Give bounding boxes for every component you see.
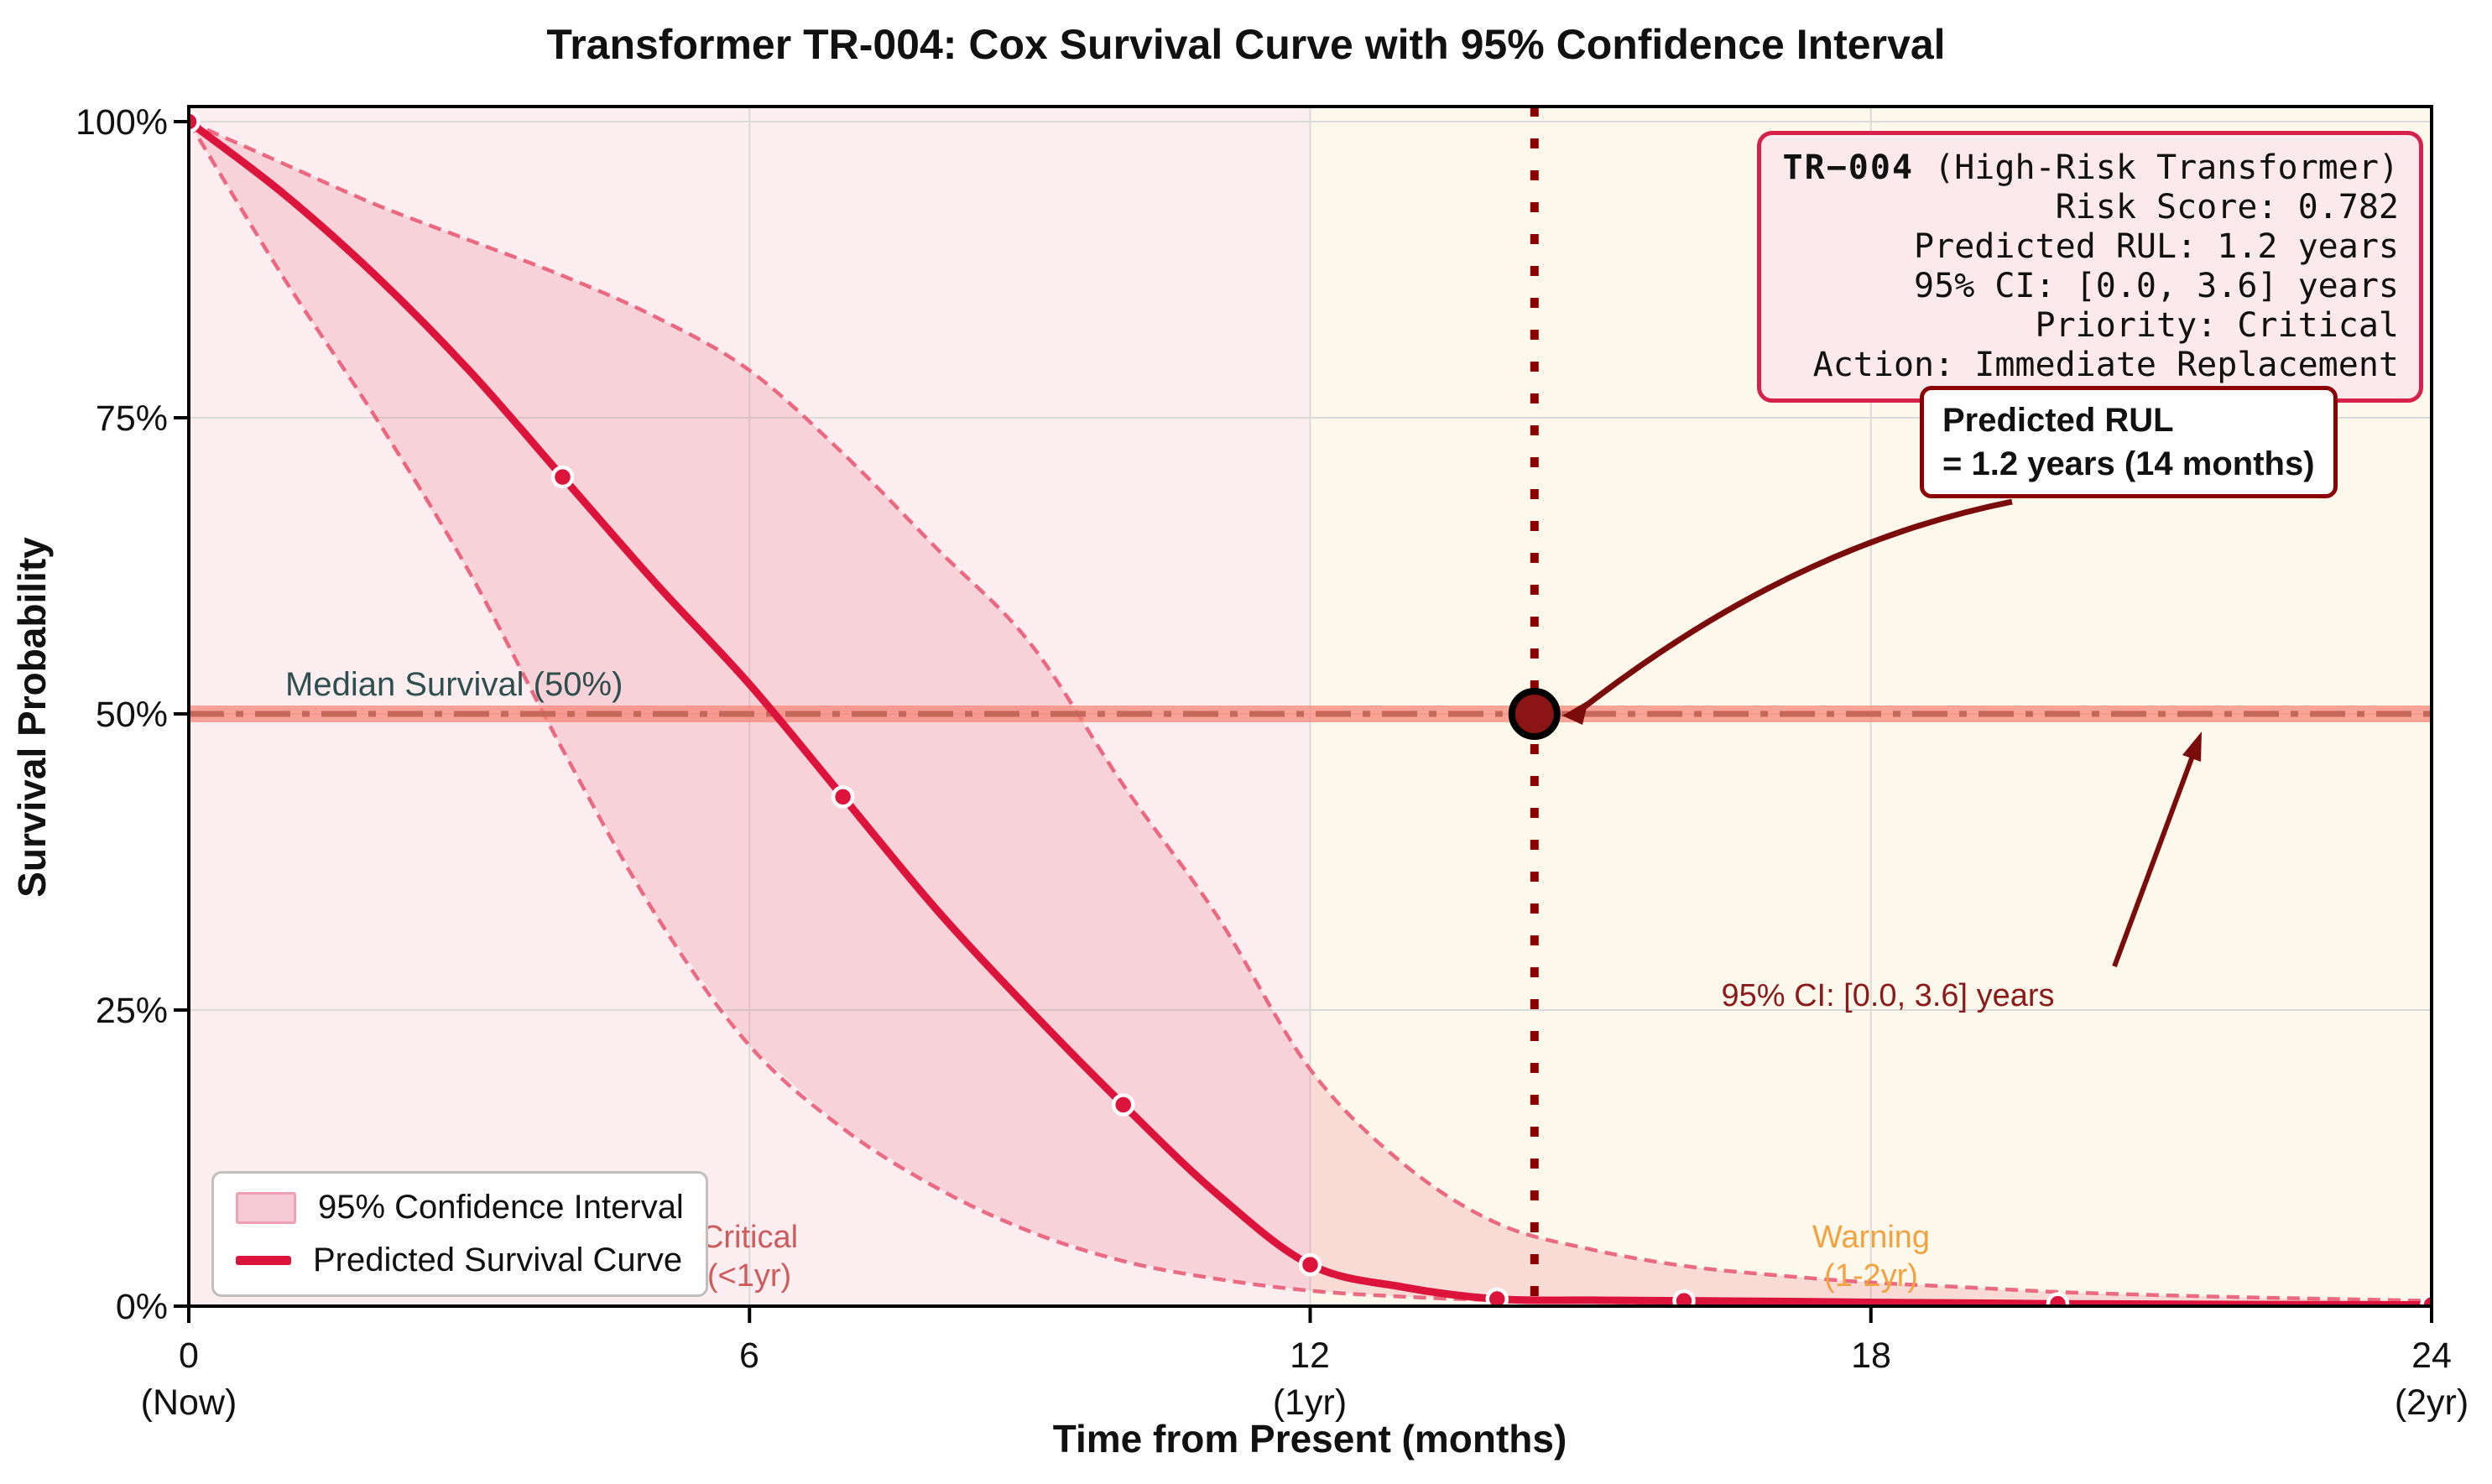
ci-annotation-arrow bbox=[2112, 750, 2197, 968]
info-box-title: TR−004 (High-Risk Transformer) bbox=[1781, 148, 2399, 188]
axes-spines bbox=[174, 105, 2433, 1323]
y-tick-0: 0% bbox=[115, 1287, 168, 1327]
legend-curve-label: Predicted Survival Curve bbox=[313, 1242, 683, 1278]
ci-band-swatch bbox=[236, 1191, 296, 1224]
x-tick-6: 6 bbox=[649, 1332, 850, 1379]
ci-band bbox=[189, 122, 2432, 1306]
critical-zone-label-line1: Critical bbox=[700, 1220, 799, 1255]
survival-curve-swatch bbox=[236, 1256, 291, 1265]
curve-markers bbox=[189, 110, 2432, 1306]
curve-marker bbox=[2046, 1292, 2070, 1306]
curve-marker bbox=[1485, 1287, 1509, 1306]
legend-item-ci: 95% Confidence Interval bbox=[236, 1189, 684, 1226]
rul-annotation-line2: = 1.2 years (14 months) bbox=[1942, 445, 2315, 482]
curve-marker bbox=[1298, 1252, 1322, 1277]
y-tick-100: 100% bbox=[76, 102, 168, 143]
chart-title: Transformer TR-004: Cox Survival Curve w… bbox=[546, 21, 1946, 68]
x-tick-6-value: 6 bbox=[739, 1336, 759, 1376]
x-tick-18: 18 bbox=[1770, 1332, 1972, 1379]
info-priority: Priority: Critical bbox=[2035, 306, 2399, 345]
legend-item-curve: Predicted Survival Curve bbox=[236, 1242, 684, 1279]
annotation-arrows bbox=[1562, 498, 2202, 968]
critical-zone-label: Critical (<1yr) bbox=[640, 1218, 858, 1295]
curve-marker bbox=[550, 465, 575, 489]
info-risk-score: Risk Score: 0.782 bbox=[2055, 188, 2399, 227]
transformer-info-box: TR−004 (High-Risk Transformer) Risk Scor… bbox=[1757, 131, 2423, 403]
info-box-asset-id: TR−004 bbox=[1782, 148, 1915, 187]
ci-upper-bound bbox=[189, 119, 2432, 1303]
x-tick-0: 0 (Now) bbox=[88, 1332, 289, 1426]
x-tick-24: 24 (2yr) bbox=[2331, 1332, 2492, 1426]
warning-zone-label-line1: Warning bbox=[1812, 1220, 1931, 1255]
curve-marker bbox=[1112, 1093, 1135, 1117]
x-tick-12-sub: (1yr) bbox=[1272, 1382, 1348, 1423]
critical-zone-label-line2: (<1yr) bbox=[706, 1258, 792, 1294]
curve-marker bbox=[831, 785, 855, 809]
info-ci: 95% CI: [0.0, 3.6] years bbox=[1914, 267, 2399, 305]
info-box-asset-desc: (High-Risk Transformer) bbox=[1914, 148, 2399, 187]
predicted-rul-annotation: Predicted RUL = 1.2 years (14 months) bbox=[1920, 386, 2338, 498]
x-tick-12-value: 12 bbox=[1290, 1336, 1330, 1376]
x-tick-24-sub: (2yr) bbox=[2394, 1382, 2469, 1423]
legend-ci-label: 95% Confidence Interval bbox=[318, 1189, 684, 1226]
legend: 95% Confidence Interval Predicted Surviv… bbox=[211, 1171, 708, 1297]
survival-curve bbox=[189, 117, 2432, 1306]
warning-zone-label: Warning (1-2yr) bbox=[1762, 1218, 1980, 1295]
info-action: Action: Immediate Replacement bbox=[1812, 346, 2399, 384]
y-tick-75: 75% bbox=[95, 398, 168, 439]
rul-annotation-connector bbox=[1578, 498, 2013, 712]
x-tick-24-value: 24 bbox=[2411, 1336, 2452, 1376]
curve-marker bbox=[189, 110, 201, 133]
x-tick-0-value: 0 bbox=[179, 1336, 199, 1376]
ci-annotation: 95% CI: [0.0, 3.6] years bbox=[1721, 978, 2055, 1013]
rul-annotation-arrowhead bbox=[1562, 700, 1588, 725]
x-tick-18-value: 18 bbox=[1851, 1336, 1891, 1376]
warning-zone-label-line2: (1-2yr) bbox=[1824, 1258, 1918, 1294]
info-predicted-rul: Predicted RUL: 1.2 years bbox=[1914, 227, 2399, 266]
y-tick-50: 50% bbox=[95, 695, 168, 735]
y-tick-25: 25% bbox=[95, 991, 168, 1031]
x-tick-0-sub: (Now) bbox=[140, 1382, 237, 1423]
curve-marker bbox=[1672, 1289, 1696, 1306]
ci-annotation-arrowhead bbox=[2182, 732, 2202, 762]
rul-point bbox=[1508, 688, 1561, 740]
rul-annotation-line1: Predicted RUL bbox=[1942, 402, 2174, 439]
plot-layers bbox=[189, 107, 2432, 1306]
x-axis-label: Time from Present (months) bbox=[1052, 1417, 1567, 1461]
x-tick-12: 12 (1yr) bbox=[1209, 1332, 1410, 1426]
median-survival-label: Median Survival (50%) bbox=[285, 666, 623, 703]
